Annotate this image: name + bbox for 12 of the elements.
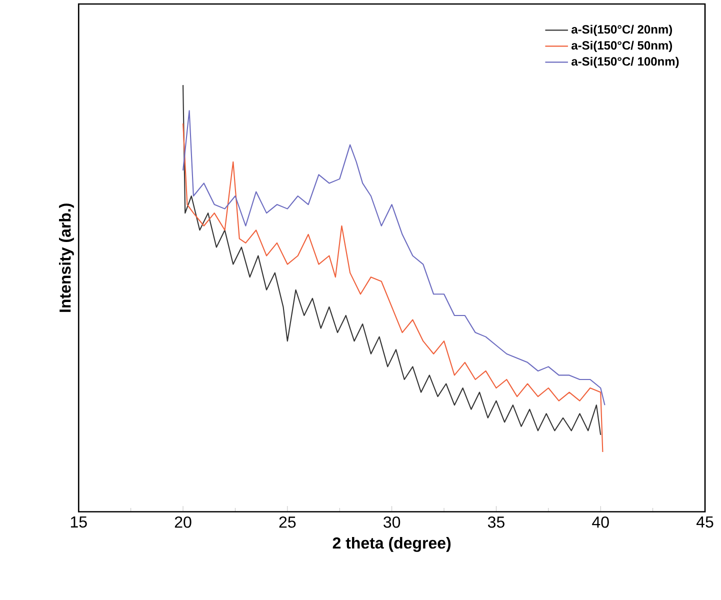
- x-tick-label: 45: [696, 516, 714, 528]
- legend-label: a-Si(150°C/ 50nm): [572, 40, 672, 52]
- y-axis-title: Intensity (arb.): [59, 204, 74, 312]
- x-axis-title: 2 theta (degree): [332, 537, 451, 552]
- x-tick-label: 40: [592, 516, 609, 528]
- x-tick-label: 30: [384, 516, 400, 528]
- x-tick-label: 20: [174, 516, 192, 528]
- x-tick-label: 15: [70, 516, 87, 528]
- x-tick-label: 25: [279, 516, 296, 528]
- x-tick-label: 35: [488, 516, 504, 528]
- legend-label: a-Si(150°C/ 20nm): [572, 24, 672, 36]
- legend-label: a-Si(150°C/ 100nm): [572, 57, 679, 68]
